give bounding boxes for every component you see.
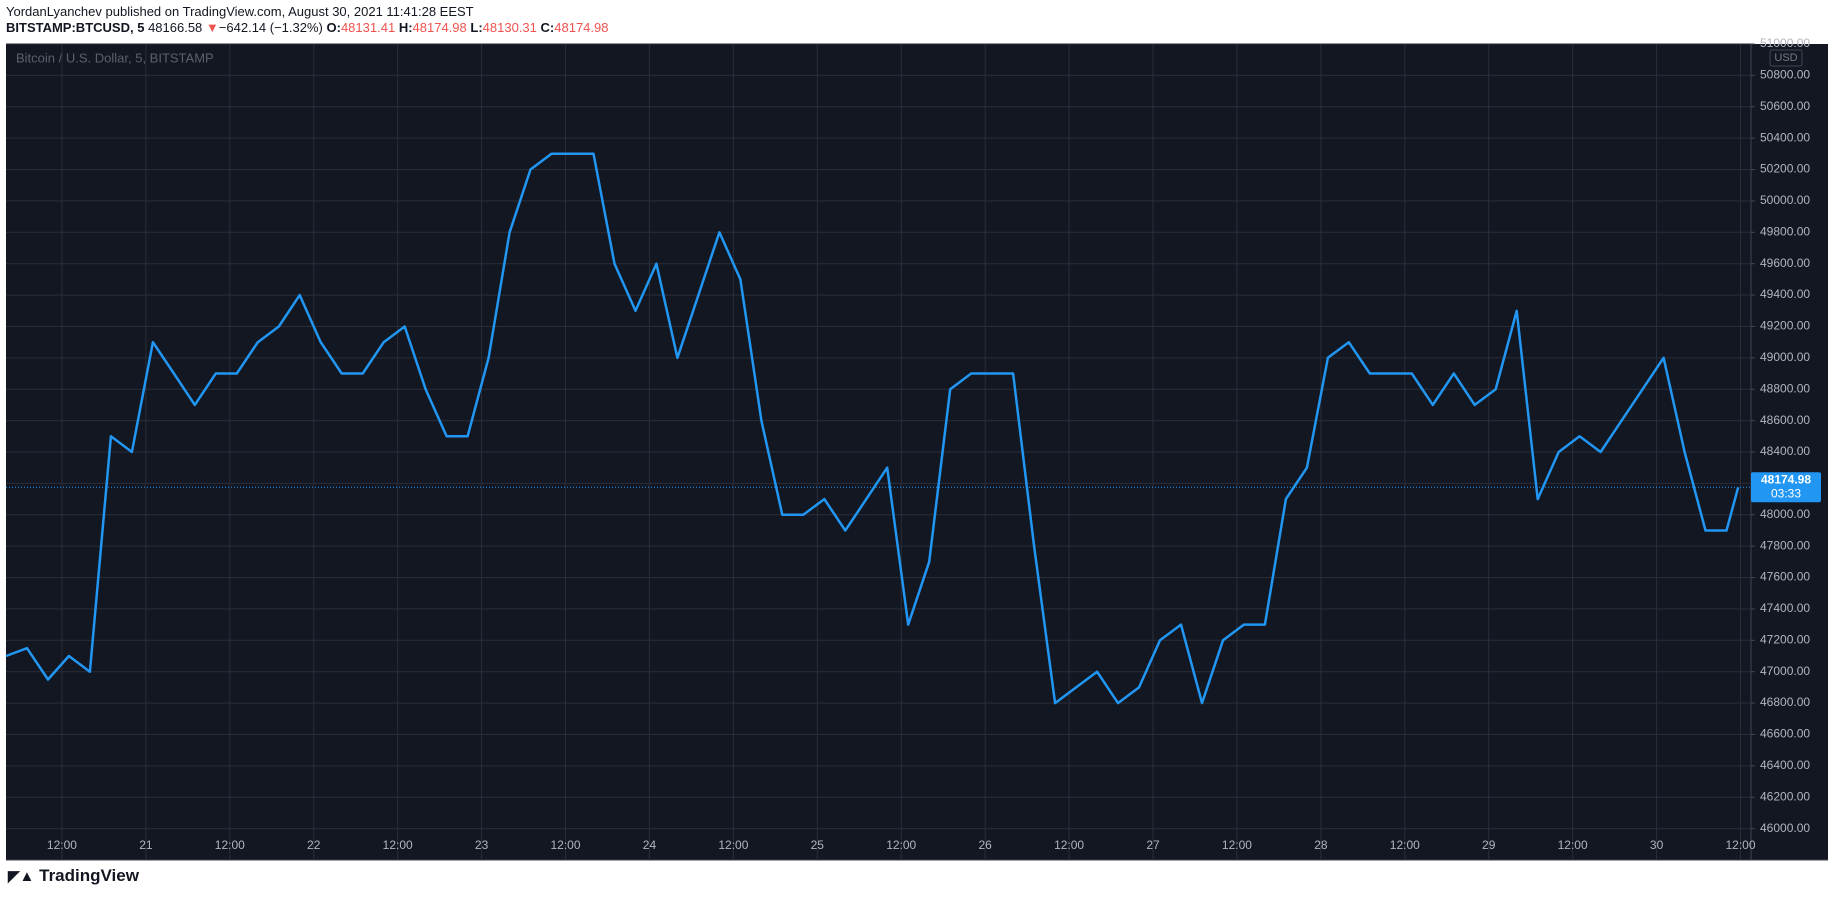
logo-text: TradingView	[39, 866, 139, 885]
x-tick-label: 21	[139, 838, 153, 852]
x-tick-label: 22	[307, 838, 321, 852]
price-tag-value: 48174.98	[1761, 472, 1811, 486]
publisher: YordanLyanchev published on TradingView.…	[6, 4, 474, 19]
logo-icon: ◤▲	[8, 868, 35, 885]
x-tick-label: 23	[475, 838, 489, 852]
price: 48166.58	[148, 20, 203, 35]
x-tick-label: 12:00	[886, 838, 916, 852]
publisher-line: YordanLyanchev published on TradingView.…	[6, 4, 608, 20]
footer-logo: ◤▲ TradingView	[8, 866, 139, 886]
ohlc-line: BITSTAMP:BTCUSD, 5 48166.58 ▼−642.14 (−1…	[6, 20, 608, 36]
y-tick-label: 47600.00	[1760, 570, 1810, 584]
y-tick-label: 46200.00	[1760, 789, 1810, 803]
y-tick-label: 50800.00	[1760, 68, 1810, 82]
price-line	[5, 152, 1740, 705]
chart: Bitcoin / U.S. Dollar, 5, BITSTAMP USD 4…	[5, 36, 1828, 861]
x-tick-label: 27	[1146, 838, 1160, 852]
x-tick-label: 28	[1314, 838, 1328, 852]
x-tick-label: 25	[811, 838, 825, 852]
h-value: 48174.98	[412, 20, 467, 35]
y-tick-label: 48800.00	[1760, 381, 1810, 395]
change: −642.14 (−1.32%)	[218, 20, 323, 35]
x-tick-label: 12:00	[215, 838, 245, 852]
x-tick-label: 12:00	[1054, 838, 1084, 852]
unit-box	[1769, 49, 1803, 67]
x-tick-label: 12:00	[551, 838, 581, 852]
l-label: L:	[470, 20, 483, 35]
y-tick-label: 49200.00	[1760, 319, 1810, 333]
arrow: ▼	[205, 20, 219, 35]
x-tick-label: 30	[1650, 838, 1664, 852]
y-tick-label: 47000.00	[1760, 664, 1810, 678]
x-tick-label: 12:00	[1390, 838, 1420, 852]
o-value: 48131.41	[340, 20, 396, 35]
y-tick-label: 46600.00	[1760, 727, 1810, 741]
y-tick-label: 47400.00	[1760, 601, 1810, 615]
y-tick-label: 48000.00	[1760, 507, 1810, 521]
y-tick-label: 50600.00	[1760, 99, 1810, 113]
y-tick-label: 49000.00	[1760, 350, 1810, 364]
y-tick-label: 51000.00	[1760, 36, 1810, 50]
y-tick-label: 46000.00	[1760, 821, 1810, 835]
y-tick-label: 46800.00	[1760, 695, 1810, 709]
x-tick-label: 12:00	[47, 838, 77, 852]
x-tick-label: 12:00	[1725, 838, 1755, 852]
y-tick-label: 49600.00	[1760, 256, 1810, 270]
y-tick-label: 48400.00	[1760, 444, 1810, 458]
y-tick-label: 50400.00	[1760, 130, 1810, 144]
y-tick-label: 47800.00	[1760, 538, 1810, 552]
x-tick-label: 29	[1482, 838, 1496, 852]
unit-label: USD	[1774, 52, 1797, 64]
c-value: 48174.98	[554, 20, 609, 35]
x-tick-label: 12:00	[718, 838, 748, 852]
header: YordanLyanchev published on TradingView.…	[6, 4, 608, 36]
price-tag-countdown: 03:33	[1771, 486, 1801, 500]
y-tick-label: 46400.00	[1760, 758, 1810, 772]
c-label: C:	[540, 20, 555, 35]
x-tick-label: 24	[643, 838, 657, 852]
x-tick-label: 12:00	[1558, 838, 1588, 852]
h-label: H:	[398, 20, 413, 35]
x-tick-label: 26	[978, 838, 992, 852]
y-tick-label: 50200.00	[1760, 162, 1810, 176]
x-tick-label: 12:00	[383, 838, 413, 852]
price-tag	[1751, 472, 1821, 503]
y-tick-label: 48600.00	[1760, 413, 1810, 427]
l-value: 48130.31	[482, 20, 537, 35]
symbol: BITSTAMP:BTCUSD, 5	[6, 20, 145, 35]
chart-title: Bitcoin / U.S. Dollar, 5, BITSTAMP	[16, 50, 214, 65]
y-tick-label: 49800.00	[1760, 224, 1810, 238]
y-tick-label: 50000.00	[1760, 193, 1810, 207]
x-tick-label: 12:00	[1222, 838, 1252, 852]
o-label: O:	[326, 20, 341, 35]
y-tick-label: 47200.00	[1760, 632, 1810, 646]
y-tick-label: 49400.00	[1760, 287, 1810, 301]
